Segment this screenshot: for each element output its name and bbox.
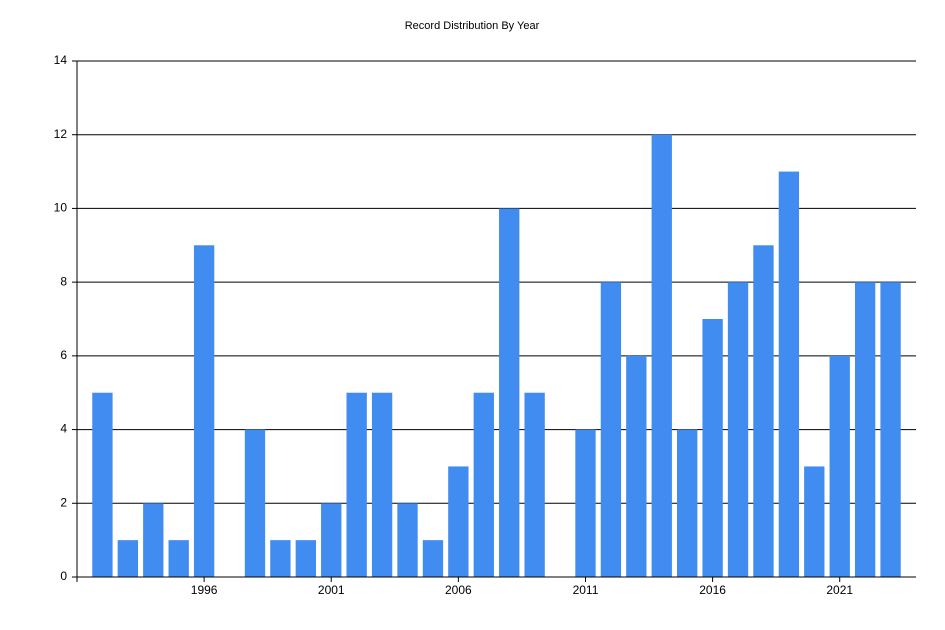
- bar: [448, 466, 469, 577]
- x-tick-label: 2016: [699, 583, 726, 597]
- bar: [677, 429, 698, 577]
- bar: [321, 503, 342, 577]
- y-tick-label: 4: [60, 422, 67, 436]
- bar: [346, 392, 367, 577]
- bar: [371, 392, 393, 577]
- y-tick-label: 2: [60, 495, 67, 509]
- y-tick-label: 14: [54, 53, 68, 67]
- bar: [854, 282, 876, 577]
- bar: [193, 245, 215, 578]
- y-tick-label: 6: [60, 348, 67, 362]
- y-tick-label: 12: [54, 127, 68, 141]
- x-tick-label: 2006: [445, 583, 472, 597]
- bar: [778, 171, 800, 578]
- bar: [524, 392, 545, 577]
- y-tick-label: 8: [60, 274, 67, 288]
- bar: [880, 282, 901, 577]
- bar: [499, 208, 520, 577]
- bar: [600, 282, 622, 577]
- bar: [92, 392, 113, 577]
- bar: [804, 466, 825, 577]
- bar: [651, 134, 672, 577]
- x-tick-label: 2001: [318, 583, 345, 597]
- y-tick-label: 10: [54, 201, 68, 215]
- bar: [727, 282, 749, 577]
- chart-title: Record Distribution By Year: [405, 20, 540, 32]
- bar: [143, 503, 164, 577]
- bar: [702, 319, 723, 577]
- bar: [473, 392, 494, 577]
- bar: [575, 429, 596, 577]
- bar: [117, 540, 139, 577]
- bar: [244, 429, 266, 577]
- bar: [397, 503, 418, 577]
- bar: [168, 540, 189, 577]
- x-tick-label: 2021: [826, 583, 853, 597]
- y-tick-label: 0: [60, 569, 67, 583]
- bar: [829, 355, 850, 577]
- x-tick-label: 1996: [191, 583, 218, 597]
- bar: [422, 540, 444, 577]
- x-tick-label: 2011: [573, 583, 599, 597]
- bar: [270, 540, 291, 577]
- bar: [295, 540, 316, 577]
- bar: [626, 355, 647, 577]
- bar: [753, 245, 774, 578]
